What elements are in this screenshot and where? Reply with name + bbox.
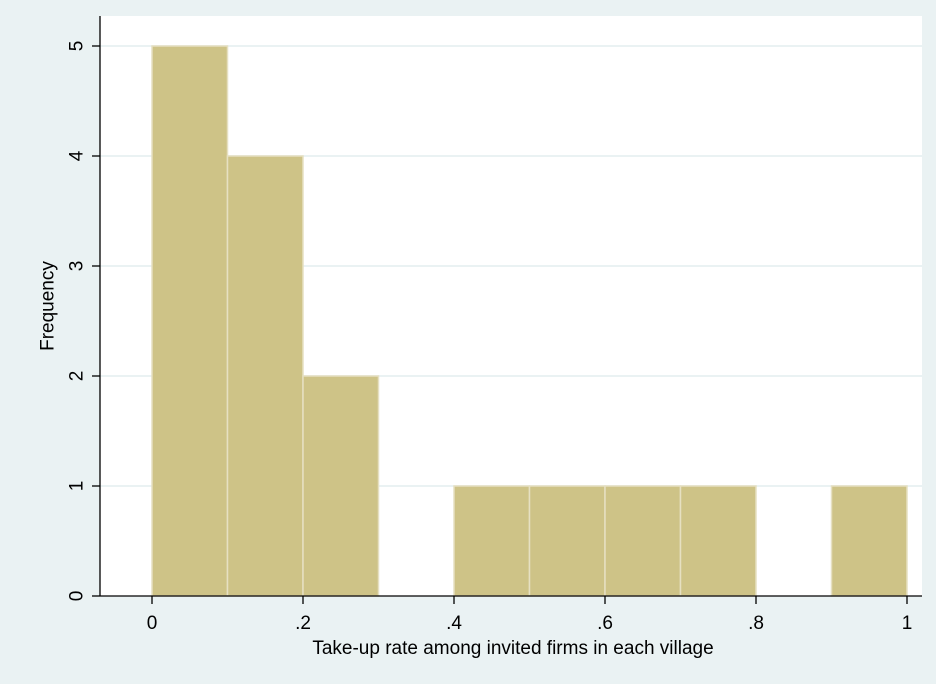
x-axis-title: Take-up rate among invited firms in each…	[312, 638, 713, 659]
histogram-bar-9	[830, 485, 908, 597]
x-tick-label-5: 1	[902, 613, 913, 634]
y-tick-label-4: 4	[67, 150, 88, 161]
histogram-bar-5	[528, 485, 606, 597]
histogram-bar-4	[453, 485, 531, 597]
y-tick-label-2: 2	[67, 371, 88, 382]
histogram-bar-0	[151, 45, 229, 597]
axes: 0 .2 .4 .6 .8 1 0 1 2 3 4 5	[67, 16, 922, 634]
histogram-bar-2	[302, 375, 380, 597]
x-tick-label-2: .4	[446, 613, 462, 634]
x-tick-label-1: .2	[295, 613, 311, 634]
histogram-bar-7	[679, 485, 757, 597]
x-tick-label-4: .8	[748, 613, 764, 634]
x-tick-label-3: .6	[597, 613, 613, 634]
y-tick-label-1: 1	[67, 481, 88, 492]
y-tick-label-0: 0	[67, 591, 88, 602]
x-tick-label-0: 0	[147, 613, 158, 634]
y-axis-title: Frequency	[38, 261, 59, 351]
histogram-bars	[151, 45, 908, 597]
histogram-bar-1	[226, 155, 304, 597]
y-tick-label-3: 3	[67, 261, 88, 272]
histogram-bar-6	[604, 485, 682, 597]
y-tick-label-5: 5	[67, 41, 88, 52]
